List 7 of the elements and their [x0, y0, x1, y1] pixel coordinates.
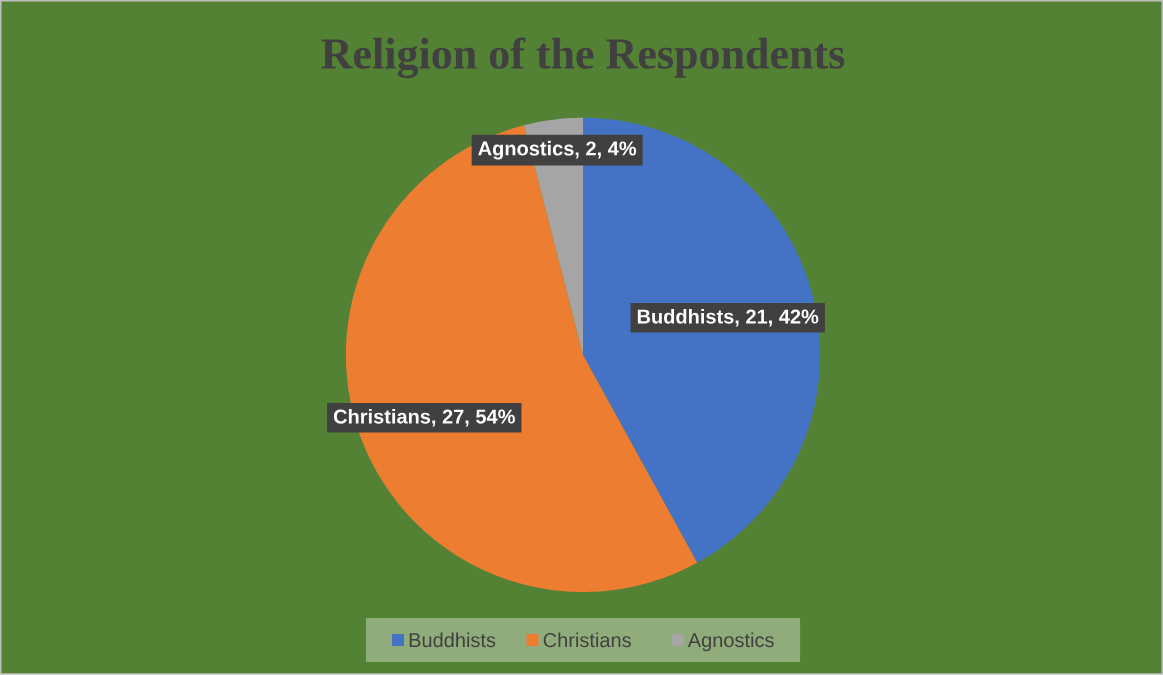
legend-label: Agnostics [687, 632, 774, 652]
chart-title: Religion of the Respondents [321, 37, 845, 79]
data-label: Agnostics, 2, 4% [478, 140, 637, 160]
data-label: Buddhists, 21, 42% [637, 309, 819, 327]
data-label: Christians, 27, 54% [333, 409, 515, 427]
legend-label: Christians [543, 632, 631, 648]
legend-label: Buddhists [409, 632, 496, 648]
